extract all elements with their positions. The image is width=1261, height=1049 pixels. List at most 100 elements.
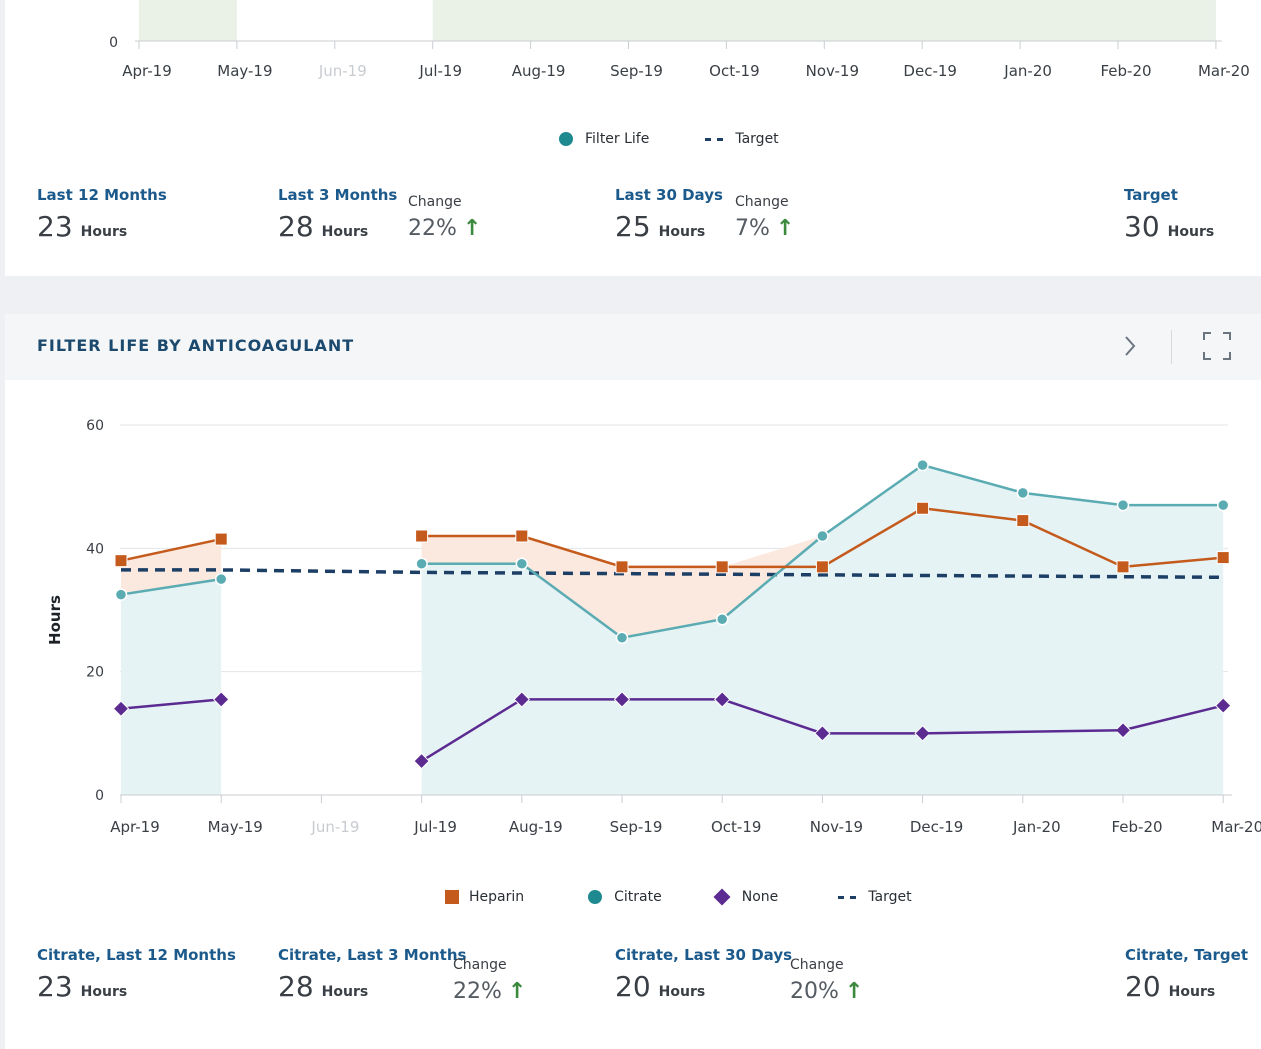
stat-unit: Hours xyxy=(321,984,369,1000)
x-tick-label: Oct-19 xyxy=(709,62,759,80)
heparin-point xyxy=(916,501,930,515)
square-icon xyxy=(445,890,459,904)
legend-citrate[interactable]: Citrate xyxy=(588,889,662,905)
arrow-up-icon: ↑ xyxy=(462,216,482,241)
citrate-point xyxy=(415,557,428,570)
none-line xyxy=(1122,704,1224,732)
filter-life-legend: Filter Life Target xyxy=(559,131,779,147)
x-tick-label: Jan-20 xyxy=(1012,818,1061,836)
stat-unit: Hours xyxy=(658,984,706,1000)
filter-life-card: 0 Apr-19 May-19 Jun-19 Jul-19 Aug-19 Sep-19 Oct… xyxy=(5,0,1261,276)
none-line xyxy=(420,698,923,763)
diamond-icon xyxy=(713,888,731,906)
legend-label: Filter Life xyxy=(585,131,650,147)
heparin-citrate-band xyxy=(121,539,222,595)
x-tick-label: Feb-20 xyxy=(1100,62,1151,80)
legend-target[interactable]: Target xyxy=(838,889,912,905)
x-tick-label: Apr-19 xyxy=(110,818,160,836)
stat-citrate-last-12-months: Citrate, Last 12 Months 23 Hours xyxy=(37,946,236,1003)
heparin-point xyxy=(515,529,529,543)
stat-label: Last 12 Months xyxy=(37,186,167,204)
x-tick-label: Jun-19 xyxy=(310,818,359,836)
anticoagulant-legend: Heparin Citrate None Target xyxy=(445,888,912,906)
stat-value: 25 xyxy=(615,210,651,243)
heparin-point xyxy=(715,560,729,574)
stat-value: 30 xyxy=(1124,210,1160,243)
change-value: 22% xyxy=(453,979,502,1004)
stat-change-3-months: Change 22% ↑ xyxy=(408,194,481,241)
dashed-line-icon xyxy=(705,137,724,141)
citrate-point xyxy=(214,572,228,586)
heparin-point xyxy=(214,532,228,546)
heparin-point xyxy=(415,529,429,543)
stat-change-30-days: Change 7% ↑ xyxy=(735,194,794,241)
stat-label: Last 3 Months xyxy=(278,186,398,204)
stat-label: Target xyxy=(1124,186,1178,204)
citrate-area xyxy=(121,579,222,795)
x-tick-label: May-19 xyxy=(217,62,272,80)
x-tick-label: Jul-19 xyxy=(418,62,462,80)
citrate-point xyxy=(816,529,829,543)
y-tick-label: 60 xyxy=(86,418,104,434)
card-title: FILTER LIFE BY ANTICOAGULANT xyxy=(37,336,355,355)
change-label: Change xyxy=(453,957,507,973)
anticoagulant-line-chart: 0 20 40 60 Hours Apr-19 May-19 Jun-19 Jul-19 Aug-… xyxy=(46,418,1261,836)
change-value: 20% xyxy=(790,979,839,1004)
legend-target[interactable]: Target xyxy=(705,131,779,147)
none-point xyxy=(112,700,130,717)
none-point xyxy=(212,691,230,708)
citrate-point xyxy=(1216,498,1230,512)
x-tick-label: Jun-19 xyxy=(318,62,367,80)
heparin-line xyxy=(120,537,222,562)
change-label: Change xyxy=(735,194,789,210)
citrate-point xyxy=(515,557,529,570)
citrate-point xyxy=(114,588,128,601)
stat-citrate-change-3-months: Change 22% ↑ xyxy=(453,957,526,1004)
stat-citrate-change-30-days: Change 20% ↑ xyxy=(790,957,863,1004)
shaded-region xyxy=(139,0,237,41)
x-tick-label: Jan-20 xyxy=(1003,62,1052,80)
stat-citrate-last-30-days: Citrate, Last 30 Days 20 Hours xyxy=(615,946,792,1003)
stat-citrate-last-3-months: Citrate, Last 3 Months 28 Hours xyxy=(278,946,466,1003)
expand-icon[interactable] xyxy=(1203,332,1231,364)
citrate-line xyxy=(120,577,222,596)
stat-value: 23 xyxy=(37,210,73,243)
none-line xyxy=(120,698,222,710)
legend-filter-life[interactable]: Filter Life xyxy=(559,131,649,147)
circle-icon xyxy=(588,890,603,904)
stat-label: Citrate, Last 30 Days xyxy=(615,946,793,964)
x-tick-label: Oct-19 xyxy=(711,818,761,836)
stat-last-30-days: Last 30 Days 25 Hours xyxy=(615,186,723,243)
target-line xyxy=(121,568,1224,580)
chevron-right-icon[interactable] xyxy=(1123,334,1137,362)
y-tick-label: 40 xyxy=(86,541,104,557)
none-point xyxy=(413,752,430,770)
filter-life-by-anticoagulant-card: FILTER LIFE BY ANTICOAGULANT 0 20 40 60 Hour… xyxy=(5,314,1261,1049)
heparin-point xyxy=(1016,514,1030,528)
legend-label: None xyxy=(741,889,779,905)
x-tick-label: Mar-20 xyxy=(1211,818,1261,836)
legend-label: Target xyxy=(868,889,912,905)
x-tick-label: Mar-20 xyxy=(1198,62,1250,80)
stat-unit: Hours xyxy=(321,224,369,240)
stat-label: Citrate, Last 3 Months xyxy=(278,946,467,964)
none-point xyxy=(814,725,831,742)
heparin-point xyxy=(615,560,629,574)
legend-heparin[interactable]: Heparin xyxy=(445,889,524,905)
x-tick-label: Dec-19 xyxy=(910,818,964,836)
stat-unit: Hours xyxy=(1167,224,1215,240)
change-value: 22% xyxy=(408,216,457,241)
stat-value: 23 xyxy=(37,970,73,1003)
stat-value: 20 xyxy=(1125,970,1161,1003)
citrate-point xyxy=(1116,498,1130,512)
circle-icon xyxy=(559,132,573,146)
stat-label: Last 30 Days xyxy=(615,186,723,204)
legend-none[interactable]: None xyxy=(713,888,779,906)
x-tick-label: Aug-19 xyxy=(512,62,566,80)
stat-unit: Hours xyxy=(1168,984,1216,1000)
heparin-point xyxy=(1116,560,1130,574)
y-tick-label: 20 xyxy=(86,665,104,681)
stat-citrate-target: Citrate, Target 20 Hours xyxy=(1125,946,1248,1003)
arrow-up-icon: ↑ xyxy=(507,979,527,1004)
